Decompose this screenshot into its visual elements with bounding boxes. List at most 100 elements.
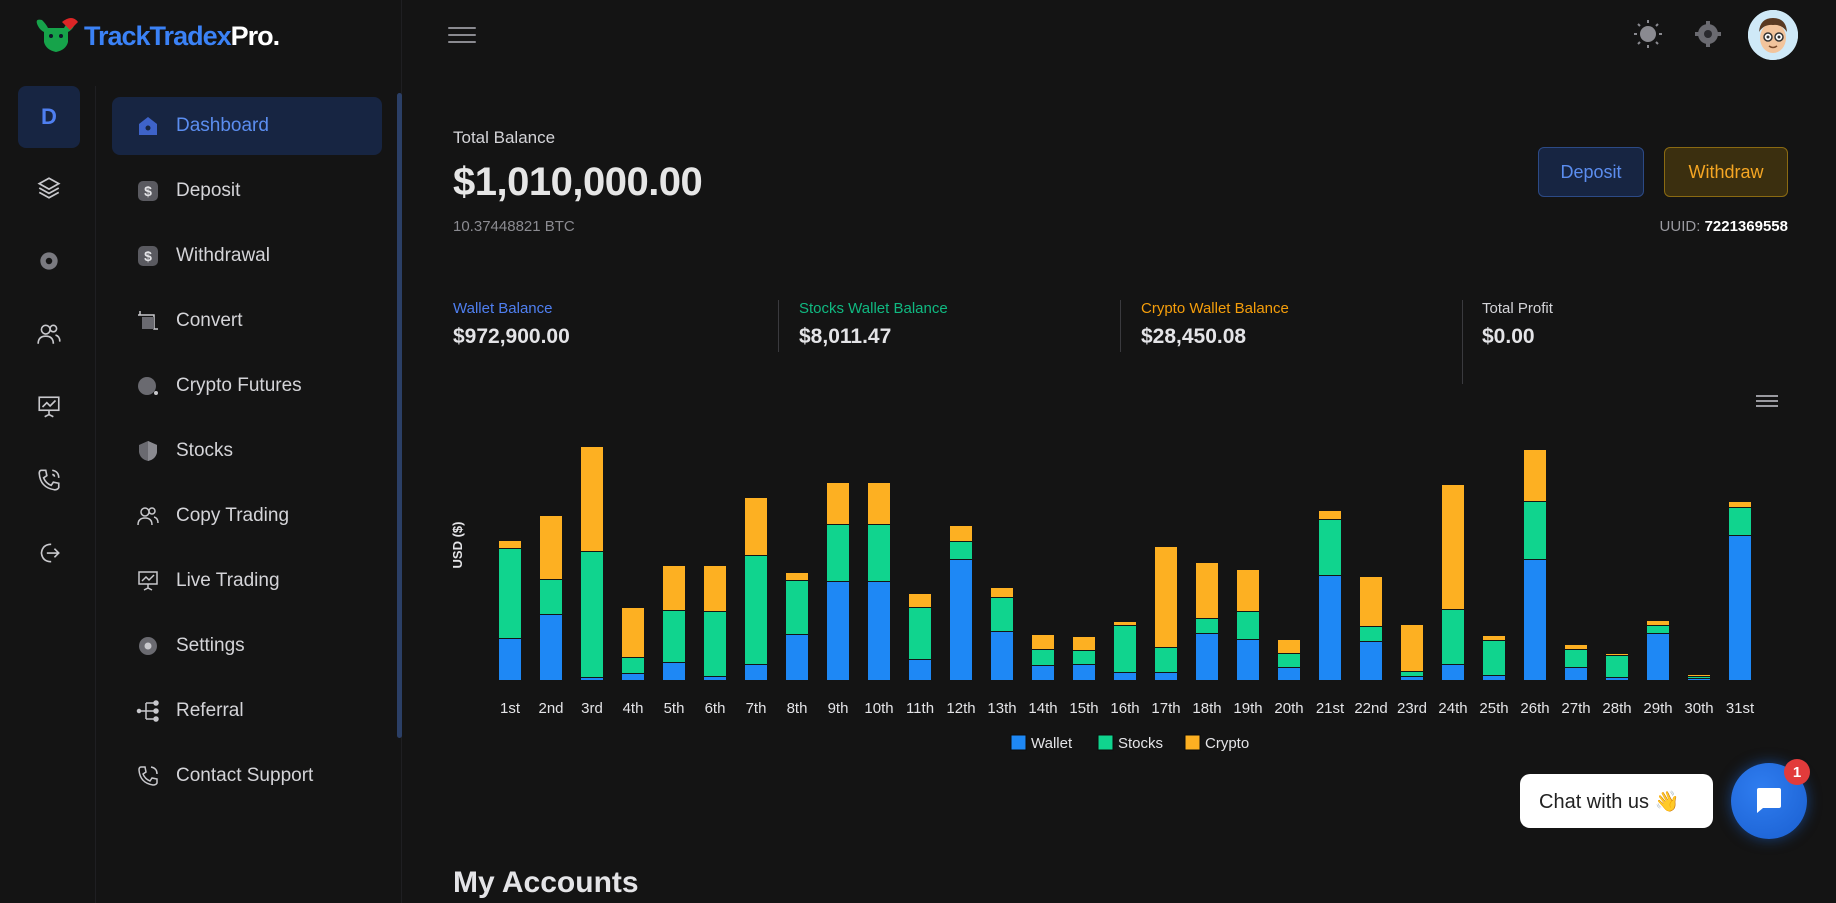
x-tick-label: 24th: [1438, 700, 1467, 717]
sidebar-item-copy-trading[interactable]: Copy Trading: [112, 487, 382, 545]
bar-crypto: [1073, 636, 1095, 650]
sun-icon[interactable]: [1632, 18, 1664, 50]
rail-item-dashboard[interactable]: D: [18, 86, 80, 148]
withdraw-button[interactable]: Withdraw: [1664, 147, 1788, 197]
phone-icon[interactable]: [18, 449, 80, 511]
bar-separator: [1278, 653, 1300, 654]
bar-separator: [786, 580, 808, 581]
sidebar-item-label: Live Trading: [176, 570, 280, 591]
bar-separator: [1524, 449, 1546, 450]
bar-separator: [909, 593, 931, 594]
brand-logo[interactable]: TrackTradexPro.: [32, 14, 280, 58]
bar-wallet: [1729, 535, 1751, 680]
sidebar-item-deposit[interactable]: $ Deposit: [112, 162, 382, 220]
bar-separator: [745, 555, 767, 556]
sidebar-item-label: Copy Trading: [176, 505, 290, 526]
wallet-balance-stat: Wallet Balance $972,900.00: [453, 300, 570, 349]
bar-separator: [1319, 510, 1341, 511]
bar-separator: [1237, 639, 1259, 640]
sidebar-item-referral[interactable]: Referral: [112, 682, 382, 740]
sidebar-item-contact-support[interactable]: Contact Support: [112, 747, 382, 805]
bar-crypto: [1647, 620, 1669, 625]
bar-separator: [1073, 636, 1095, 637]
bar-wallet: [1237, 639, 1259, 680]
bar-separator: [1319, 575, 1341, 576]
bar-crypto: [663, 565, 685, 610]
chat-with-us-bubble[interactable]: Chat with us 👋: [1520, 774, 1713, 828]
bar-separator: [827, 581, 849, 582]
bar-crypto: [1401, 624, 1423, 671]
chat-icon: [1757, 788, 1781, 813]
bar-stocks: [704, 611, 726, 676]
sidebar-item-withdrawal[interactable]: $ Withdrawal: [112, 227, 382, 285]
users-icon[interactable]: [18, 303, 80, 365]
total-balance-label: Total Balance: [453, 128, 556, 147]
stat-label: Total Profit: [1482, 300, 1553, 317]
bar-stocks: [581, 551, 603, 677]
bar-separator: [1647, 620, 1669, 621]
bar-stocks: [1155, 647, 1177, 672]
logout-icon[interactable]: [18, 522, 80, 584]
x-tick-label: 7th: [746, 700, 767, 717]
gear-icon[interactable]: [18, 230, 80, 292]
bar-stocks: [1401, 671, 1423, 676]
bar-separator: [991, 631, 1013, 632]
bar-stocks: [1032, 649, 1054, 665]
x-tick-label: 8th: [787, 700, 808, 717]
sidebar-item-settings[interactable]: Settings: [112, 617, 382, 675]
sidebar-item-dashboard[interactable]: Dashboard: [112, 97, 382, 155]
layers-icon[interactable]: [18, 157, 80, 219]
svg-text:$: $: [144, 248, 152, 264]
shield-icon: [136, 439, 160, 463]
sidebar-item-crypto-futures[interactable]: Crypto Futures: [112, 357, 382, 415]
presentation-icon[interactable]: [18, 376, 80, 438]
bar-wallet: [1401, 676, 1423, 680]
bar-stocks: [745, 555, 767, 664]
bar-stocks: [1319, 519, 1341, 575]
home-icon: [136, 114, 160, 138]
x-tick-label: 14th: [1028, 700, 1057, 717]
bar-crypto: [581, 446, 603, 551]
dollar-icon: $: [136, 179, 160, 203]
chart-menu-button[interactable]: [1756, 392, 1778, 410]
bar-separator: [1196, 633, 1218, 634]
bar-separator: [950, 559, 972, 560]
icon-rail: D: [0, 86, 96, 903]
bar-separator: [499, 540, 521, 541]
bar-separator: [1278, 639, 1300, 640]
x-tick-label: 18th: [1192, 700, 1221, 717]
menu-toggle-button[interactable]: [448, 22, 476, 50]
avatar[interactable]: [1748, 10, 1798, 60]
bar-separator: [1688, 676, 1710, 677]
bar-separator: [1114, 625, 1136, 626]
sidebar-scrollbar[interactable]: [397, 93, 402, 738]
bar-crypto: [909, 593, 931, 607]
sidebar: TrackTradexPro. D Dashboard $ Deposit: [0, 0, 402, 903]
bar-separator: [1688, 678, 1710, 679]
bar-stocks: [1606, 655, 1628, 677]
bar-crypto: [1442, 484, 1464, 609]
bar-stocks: [1237, 611, 1259, 639]
bar-separator: [581, 446, 603, 447]
bar-separator: [663, 662, 685, 663]
sidebar-item-stocks[interactable]: Stocks: [112, 422, 382, 480]
legend-swatch-wallet: [1010, 734, 1027, 751]
bar-separator: [745, 664, 767, 665]
sidebar-item-live-trading[interactable]: Live Trading: [112, 552, 382, 610]
bar-separator: [1565, 649, 1587, 650]
bar-separator: [991, 597, 1013, 598]
divider: [1462, 300, 1463, 384]
bar-separator: [704, 611, 726, 612]
bar-separator: [1237, 569, 1259, 570]
bar-wallet: [622, 673, 644, 680]
bar-stocks: [1114, 625, 1136, 672]
bar-separator: [540, 579, 562, 580]
x-tick-label: 1st: [500, 700, 521, 717]
bar-stocks: [1565, 649, 1587, 667]
gear-icon[interactable]: [1692, 18, 1724, 50]
stat-value: $28,450.08: [1141, 325, 1247, 348]
bar-wallet: [1360, 641, 1382, 680]
sidebar-item-convert[interactable]: Convert: [112, 292, 382, 350]
deposit-button[interactable]: Deposit: [1538, 147, 1644, 197]
x-tick-label: 15th: [1069, 700, 1098, 717]
